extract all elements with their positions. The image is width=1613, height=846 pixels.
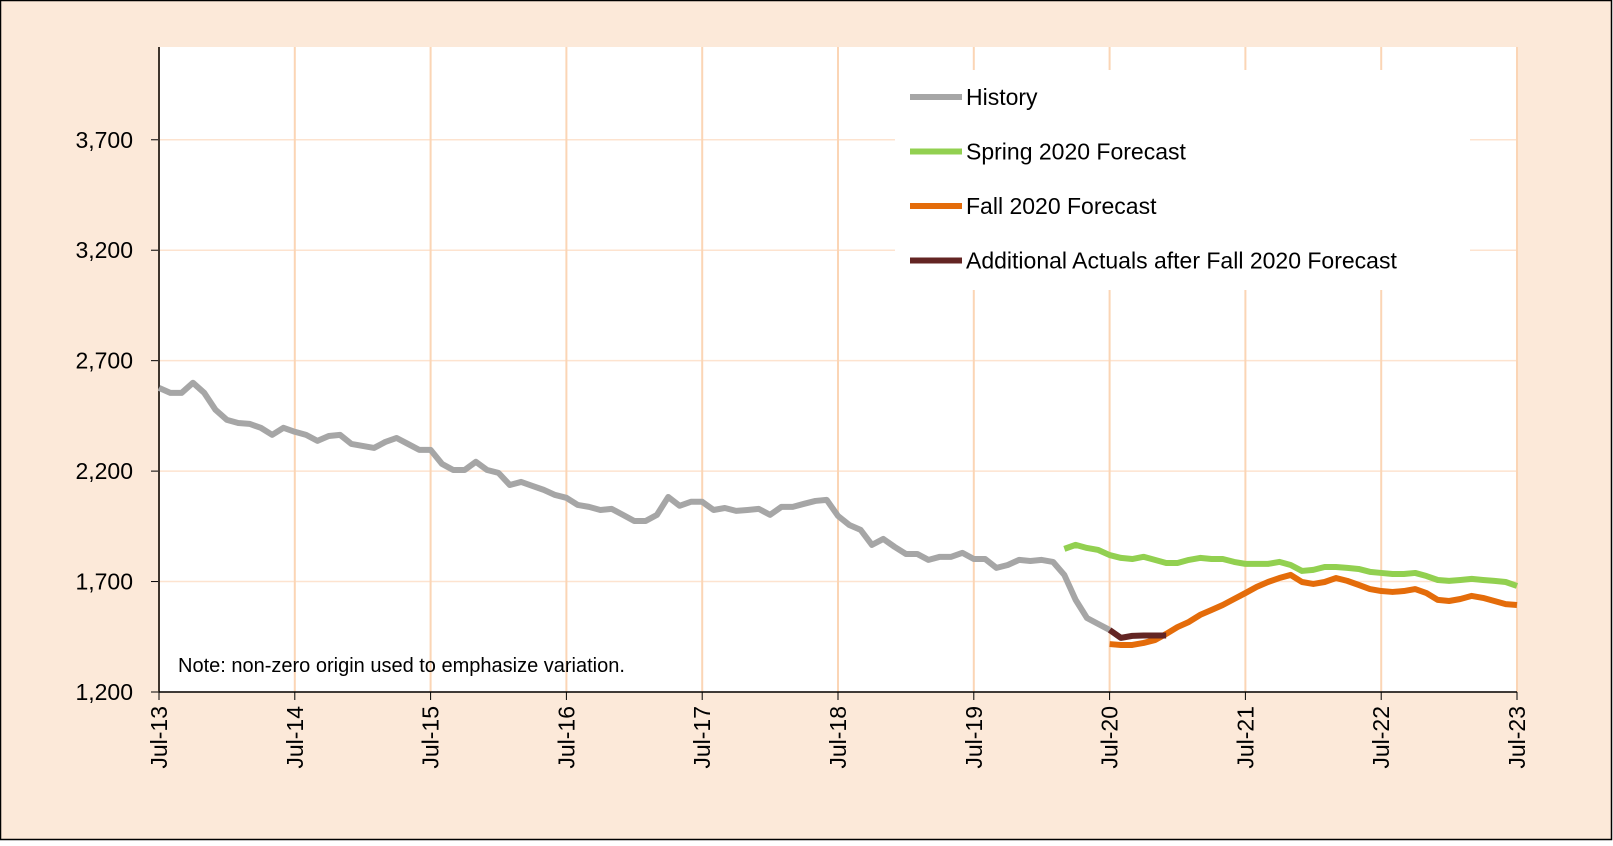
legend-label: Spring 2020 Forecast xyxy=(966,139,1187,165)
x-tick-label: Jul-23 xyxy=(1504,706,1530,769)
legend-box xyxy=(895,70,1470,290)
series-line xyxy=(157,379,1111,633)
x-tick-label: Jul-14 xyxy=(282,706,308,769)
x-tick-label: Jul-19 xyxy=(961,706,987,769)
annotation: Note: non-zero origin used to emphasize … xyxy=(178,655,625,677)
series-line xyxy=(1063,541,1518,589)
legend-label: Fall 2020 Forecast xyxy=(966,193,1157,219)
legend-label: History xyxy=(966,84,1038,110)
series-line xyxy=(1109,571,1518,648)
x-tick-label: Jul-17 xyxy=(689,706,715,769)
legend-label: Additional Actuals after Fall 2020 Forec… xyxy=(966,248,1397,274)
x-tick-label: Jul-16 xyxy=(553,706,579,769)
x-tick-label: Jul-18 xyxy=(825,706,851,769)
y-tick-label: 2,700 xyxy=(75,348,133,374)
x-tick-label: Jul-21 xyxy=(1232,706,1258,769)
y-tick-label: 1,200 xyxy=(75,679,133,705)
x-tick-label: Jul-13 xyxy=(146,706,172,769)
y-tick-label: 3,700 xyxy=(75,127,133,153)
y-tick-label: 2,200 xyxy=(75,458,133,484)
x-tick-label: Jul-15 xyxy=(418,706,444,769)
x-tick-label: Jul-20 xyxy=(1097,706,1123,769)
x-tick-label: Jul-22 xyxy=(1368,706,1394,769)
y-tick-label: 3,200 xyxy=(75,237,133,263)
series-line xyxy=(1107,627,1167,641)
y-tick-label: 1,700 xyxy=(75,569,133,595)
